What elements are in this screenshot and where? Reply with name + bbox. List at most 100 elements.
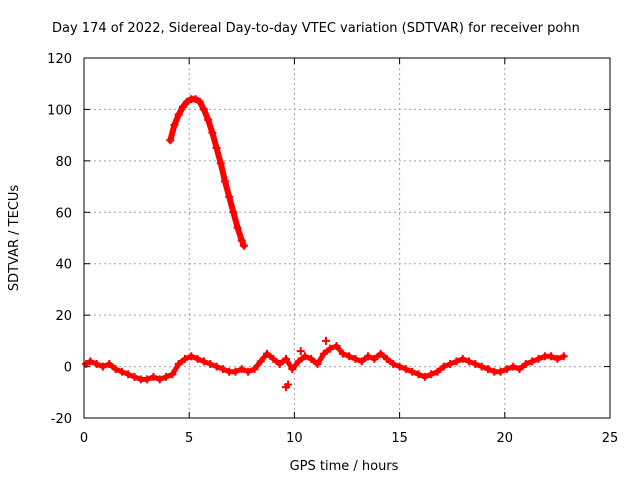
- data-point: [199, 105, 208, 114]
- data-point: [389, 360, 398, 368]
- data-point: [256, 357, 265, 366]
- data-point: [124, 370, 133, 379]
- data-point: [439, 362, 448, 371]
- series-spike: [166, 95, 248, 250]
- data-point: [471, 360, 480, 368]
- data-point: [502, 365, 511, 374]
- data-point: [351, 354, 360, 363]
- data-point: [296, 347, 305, 356]
- data-point: [162, 372, 171, 381]
- y-tick-label: 60: [55, 206, 72, 221]
- data-point: [528, 357, 537, 366]
- data-point: [166, 136, 175, 145]
- data-point: [395, 362, 404, 371]
- y-tick-label: 0: [64, 361, 72, 376]
- y-tick-label: -20: [51, 412, 72, 427]
- data-point: [452, 357, 461, 366]
- data-point: [458, 354, 467, 363]
- data-point: [237, 365, 246, 374]
- data-point: [218, 365, 227, 374]
- data-point: [420, 372, 429, 381]
- data-point: [446, 360, 455, 368]
- data-point: [547, 352, 556, 361]
- x-tick-label: 20: [497, 431, 514, 446]
- data-point: [92, 360, 101, 368]
- data-point: [178, 102, 187, 111]
- data-point: [216, 159, 225, 168]
- data-point: [212, 362, 221, 371]
- data-point: [180, 354, 189, 363]
- data-point: [130, 372, 139, 381]
- data-point: [408, 367, 417, 376]
- data-point: [195, 97, 204, 106]
- data-point: [433, 367, 442, 376]
- data-point: [269, 354, 278, 363]
- data-point: [208, 128, 217, 137]
- data-point: [191, 95, 200, 104]
- data-point: [204, 115, 213, 124]
- data-point: [483, 365, 492, 374]
- series-baseline: [82, 342, 568, 384]
- plot-frame: [83, 57, 611, 419]
- x-axis-label: GPS time / hours: [290, 459, 399, 474]
- chart-title: Day 174 of 2022, Sidereal Day-to-day VTE…: [52, 21, 580, 36]
- data-point: [225, 192, 234, 201]
- data-point: [294, 357, 303, 366]
- y-tick-label: 100: [47, 103, 72, 118]
- data-point: [559, 352, 568, 361]
- data-point: [168, 370, 177, 379]
- data-point: [193, 354, 202, 363]
- x-tick-label: 10: [286, 431, 303, 446]
- data-point: [149, 372, 158, 381]
- x-tick-label: 25: [602, 431, 619, 446]
- y-tick-label: 20: [55, 309, 72, 324]
- x-tick-label: 15: [391, 431, 408, 446]
- data-point: [332, 342, 341, 350]
- y-tick-label: 120: [47, 52, 72, 67]
- data-point: [284, 380, 293, 389]
- x-tick-label: 5: [185, 431, 193, 446]
- data-point: [414, 370, 423, 379]
- data-point: [105, 360, 114, 368]
- data-point: [313, 360, 322, 368]
- x-tick-label: 0: [80, 431, 88, 446]
- data-point: [326, 344, 335, 353]
- data-point: [263, 349, 272, 358]
- data-point: [155, 375, 164, 384]
- series-outliers: [281, 336, 330, 392]
- data-point: [170, 120, 179, 129]
- data-point: [288, 365, 297, 374]
- data-point: [345, 352, 354, 361]
- data-point: [521, 360, 530, 368]
- data-point: [231, 367, 240, 376]
- data-point: [338, 349, 347, 358]
- data-point: [319, 349, 328, 358]
- data-point: [174, 360, 183, 368]
- data-point: [111, 365, 120, 374]
- axis-ticks: 0 5 10 15 20 25 -20 0 20 40 60 80 100 120: [47, 52, 618, 446]
- data-point: [275, 360, 284, 368]
- data-point: [239, 241, 248, 250]
- data-point: [382, 354, 391, 363]
- y-tick-label: 80: [55, 155, 72, 170]
- data-point: [496, 367, 505, 376]
- data-point: [321, 336, 330, 345]
- data-point: [174, 110, 183, 119]
- data-points: [82, 95, 568, 392]
- data-point: [212, 144, 221, 152]
- data-point: [370, 354, 379, 363]
- series-trace: [83, 343, 567, 382]
- data-point: [143, 375, 152, 384]
- data-point: [86, 357, 95, 366]
- data-point: [534, 354, 543, 363]
- data-point: [98, 362, 107, 371]
- data-point: [300, 352, 309, 361]
- data-point: [307, 354, 316, 363]
- data-point: [357, 357, 366, 366]
- data-point: [82, 360, 91, 368]
- data-point: [250, 365, 259, 374]
- data-point: [229, 208, 238, 217]
- data-point: [187, 352, 196, 361]
- y-tick-label: 40: [55, 258, 72, 273]
